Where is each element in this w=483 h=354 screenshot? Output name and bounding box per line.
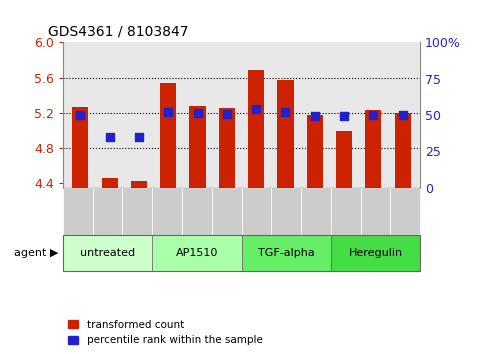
Point xyxy=(399,112,407,118)
Bar xyxy=(72,107,88,188)
Bar xyxy=(365,110,382,188)
Text: AP1510: AP1510 xyxy=(176,248,218,258)
Bar xyxy=(219,108,235,188)
Text: TGF-alpha: TGF-alpha xyxy=(258,248,314,258)
Bar xyxy=(336,131,352,188)
Bar xyxy=(101,178,118,188)
Text: GDS4361 / 8103847: GDS4361 / 8103847 xyxy=(48,25,189,39)
Point xyxy=(252,107,260,112)
Text: Heregulin: Heregulin xyxy=(348,248,403,258)
Text: agent ▶: agent ▶ xyxy=(14,248,58,258)
Bar xyxy=(189,106,206,188)
Bar xyxy=(395,113,411,188)
Point xyxy=(135,134,143,139)
Point xyxy=(76,112,84,118)
Bar xyxy=(248,70,264,188)
Point xyxy=(311,114,319,119)
Legend: transformed count, percentile rank within the sample: transformed count, percentile rank withi… xyxy=(68,320,263,345)
Point xyxy=(369,112,377,118)
Point xyxy=(340,114,348,119)
Point xyxy=(106,134,114,139)
Bar xyxy=(307,115,323,188)
Bar xyxy=(131,181,147,188)
Point xyxy=(164,109,172,115)
Text: untreated: untreated xyxy=(80,248,135,258)
Point xyxy=(223,111,231,116)
Point xyxy=(194,110,201,116)
Point xyxy=(282,109,289,115)
Bar xyxy=(160,83,176,188)
Bar xyxy=(277,80,294,188)
